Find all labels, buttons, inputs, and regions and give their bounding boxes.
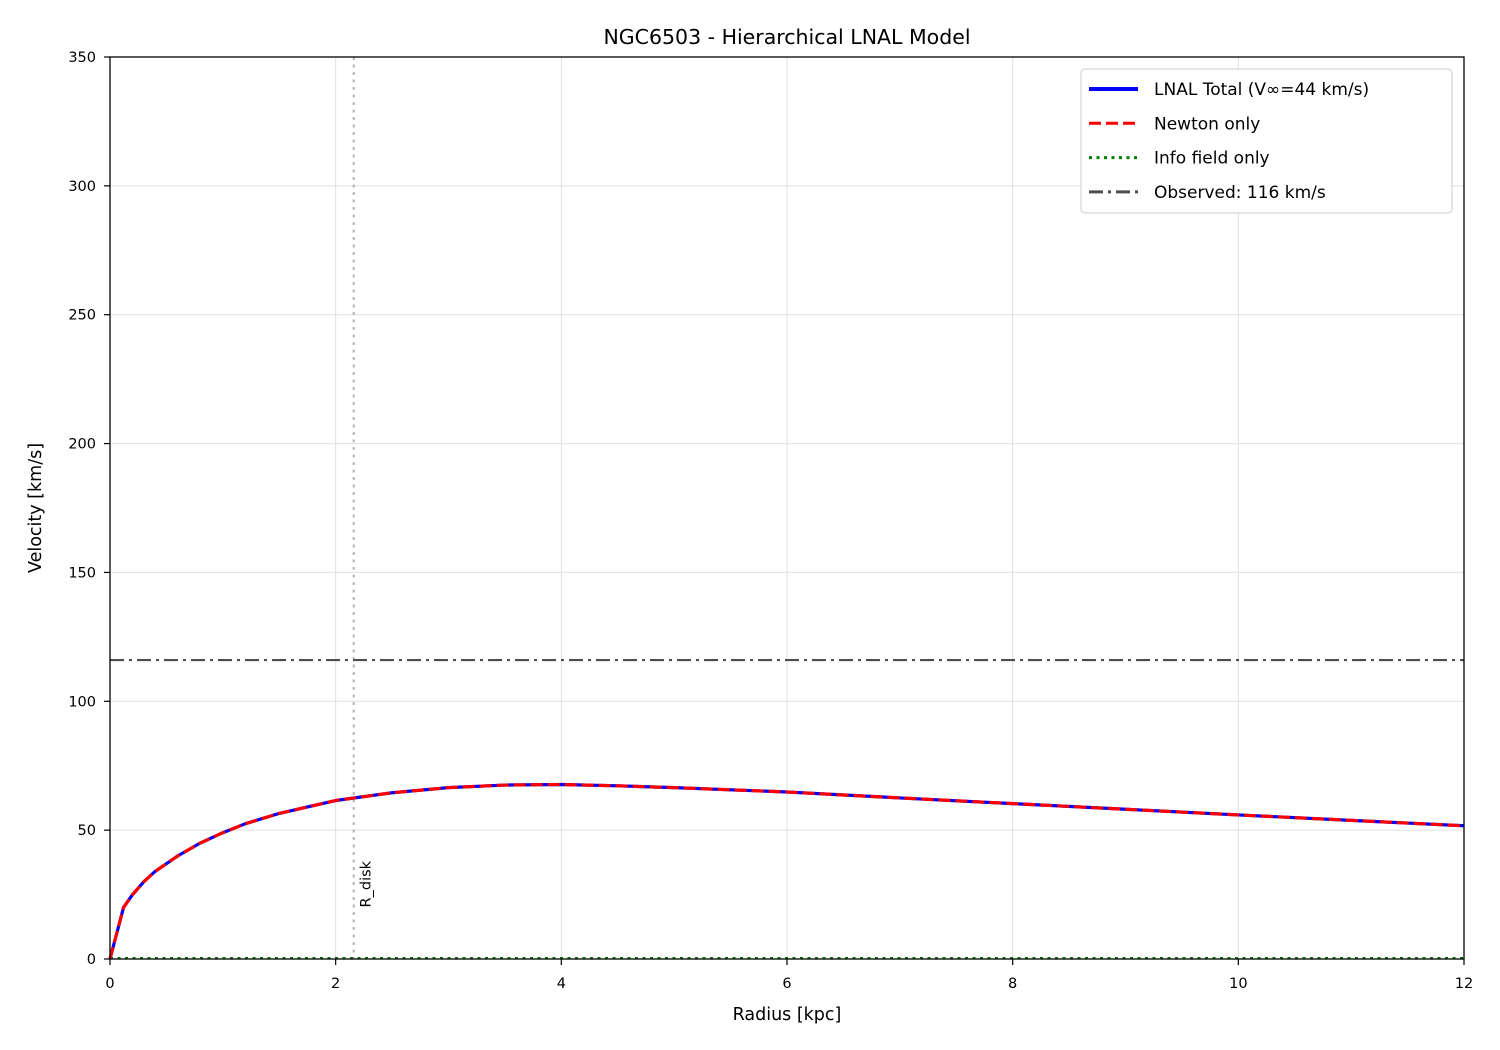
legend-label: Newton only — [1154, 114, 1260, 134]
y-axis-label: Velocity [km/s] — [26, 443, 46, 573]
legend: LNAL Total (V∞=44 km/s) Newton only Info f… — [1080, 68, 1453, 214]
x-tick-label: 0 — [105, 976, 114, 992]
y-tick-label: 50 — [78, 823, 96, 839]
x-tick-label: 6 — [782, 976, 791, 992]
x-axis-label: Radius [kpc] — [733, 1005, 842, 1025]
annotations: R_disk — [352, 57, 375, 959]
legend-label: LNAL Total (V∞=44 km/s) — [1154, 80, 1369, 100]
series-line-1 — [108, 782, 1465, 960]
x-tick-label: 10 — [1229, 976, 1247, 992]
y-tick-label: 150 — [68, 565, 96, 581]
axis-ticks: 0 2 4 6 8 10 12 0 50 100 150 200 250 300 350 — [68, 50, 1473, 992]
x-tick-label: 8 — [1008, 976, 1017, 992]
x-tick-label: 2 — [331, 976, 340, 992]
legend-label: Info field only — [1154, 149, 1270, 169]
chart-title: NGC6503 - Hierarchical LNAL Model — [603, 25, 970, 49]
legend-label: Observed: 116 km/s — [1154, 183, 1326, 203]
r-disk-label: R_disk — [359, 860, 375, 907]
y-tick-label: 0 — [87, 952, 96, 968]
y-tick-label: 100 — [68, 694, 96, 710]
y-tick-label: 350 — [68, 50, 96, 66]
x-tick-label: 4 — [557, 976, 566, 992]
series-lines — [108, 658, 1465, 960]
y-tick-label: 250 — [68, 308, 96, 324]
legend-box — [1080, 68, 1453, 214]
x-tick-label: 12 — [1455, 976, 1473, 992]
y-tick-label: 300 — [68, 179, 96, 195]
y-tick-label: 200 — [68, 437, 96, 453]
